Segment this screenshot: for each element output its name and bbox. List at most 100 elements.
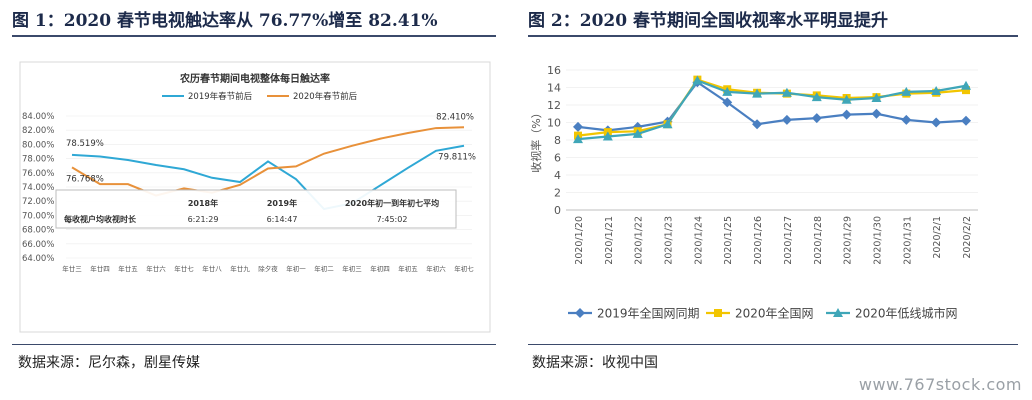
y-tick-label: 76.00% [22,169,54,179]
y-tick-label: 64.00% [22,254,54,264]
x-tick-label: 2020/1/25 [723,216,734,265]
x-tick-label: 2020/2/1 [932,216,943,259]
series-marker-diamond [871,108,882,119]
series-marker-triangle [662,119,673,129]
data-label: 76.768% [66,174,104,184]
y-tick-label: 8 [554,134,561,147]
series-marker-square [962,86,970,95]
data-label: 79.811% [438,153,476,163]
series-marker-triangle [833,308,843,317]
y-tick-label: 78.00% [22,155,54,165]
y-tick-label: 84.00% [22,112,54,122]
x-tick-label: 年廿三 [62,264,82,273]
x-tick-label: 年初六 [426,264,446,273]
series-line-0 [71,144,465,211]
y-tick-label: 82.00% [22,126,54,136]
x-tick-label: 年廿七 [174,264,194,273]
x-tick-label: 2020/1/30 [872,216,883,265]
y-tick-label: 10 [547,117,561,130]
x-tick-label: 年初三 [342,264,362,273]
y-tick-label: 4 [554,169,561,182]
figure-1-title: 图 1：2020 春节电视触达率从 76.77%增至 82.41% [12,11,438,31]
x-tick-label: 年初二 [314,264,334,273]
y-tick-label: 16 [547,64,561,77]
series-marker-triangle [871,93,882,102]
y-axis-label: 收视率（%） [529,107,543,172]
figure-2-top-rule [528,35,1018,37]
x-tick-label: 年廿六 [146,264,166,273]
table-col-header: 2020年初一到年初七平均 [345,198,439,208]
figure-1: 图 1：2020 春节电视触达率从 76.77%增至 82.41% 农历春节期间… [12,0,496,400]
y-tick-label: 6 [554,152,561,165]
figure-2: 图 2：2020 春节期间全国收视率水平明显提升 0 2 4 6 8 10 12 14 16 收视… [528,0,1018,400]
x-tick-label: 2020/1/29 [843,216,854,265]
series-marker-triangle [722,86,733,96]
figure-2-chart: 0 2 4 6 8 10 12 14 16 收视率（%） 2020/1/20 2020/1/21 202… [529,64,978,321]
series-marker-diamond [841,109,852,120]
series-marker-triangle [811,92,822,102]
figure-1-chart: 农历春节期间电视整体每日触达率 2019年春节前后 2020年春节前后 64.00% 6… [19,61,491,333]
series-marker-diamond [961,115,971,126]
legend-label-1: 2020年全国网 [735,306,814,321]
x-tick-label: 2020/1/31 [902,216,913,265]
x-tick-label: 年廿四 [90,264,110,273]
table-cell: 6:21:29 [188,215,219,224]
x-tick-label: 年廿九 [230,264,250,273]
y-tick-label: 14 [547,82,561,95]
y-tick-label: 68.00% [22,226,54,236]
y-tick-label: 80.00% [22,140,54,150]
series-marker-triangle [692,75,703,85]
chart-1-title: 农历春节期间电视整体每日触达率 [179,72,330,85]
y-tick-label: 66.00% [22,240,54,250]
table-col-header: 2019年 [267,198,297,208]
x-tick-label: 年初四 [370,264,390,273]
x-tick-label: 年初一 [286,264,306,273]
series-marker-triangle [841,94,852,104]
table-row-label: 每收视户均收视时长 [64,214,137,224]
x-tick-label: 2020/1/24 [693,216,704,265]
y-tick-label: 12 [547,99,561,112]
x-tick-label: 2020/1/22 [634,216,645,265]
figure-2-source: 数据来源：收视中国 [532,355,658,371]
x-tick-label: 2020/1/26 [753,216,764,265]
series-marker-diamond [811,113,822,124]
y-tick-label: 2 [554,187,561,200]
figure-1-top-rule [12,35,496,37]
series-marker-triangle [632,128,643,138]
series-marker-diamond [575,308,585,318]
legend-label-1: 2020年春节前后 [293,91,358,102]
x-tick-label: 2020/1/23 [664,216,675,265]
x-tick-label: 2020/1/28 [813,216,824,265]
data-label: 82.410% [436,112,474,122]
series-marker-diamond [752,119,763,130]
series-marker-diamond [931,117,942,128]
x-tick-label: 除夕夜 [258,264,278,273]
series-line-0 [577,80,967,132]
table-cell: 6:14:47 [267,215,298,224]
data-label: 78.519% [66,139,104,149]
figure-1-bottom-rule [12,344,496,345]
series-marker-triangle [961,80,971,90]
series-marker-triangle [602,131,613,141]
legend-label-0: 2019年春节前后 [188,91,253,102]
figure-2-title: 图 2：2020 春节期间全国收视率水平明显提升 [528,11,888,31]
series-marker-square [714,309,722,317]
x-tick-label: 年初五 [398,264,418,273]
series-marker-diamond [901,114,912,125]
series-marker-triangle [931,86,942,95]
x-tick-label: 2020/2/2 [962,216,973,259]
series-marker-diamond [722,97,733,108]
series-marker-triangle [781,87,792,97]
x-tick-label: 2020/1/21 [604,216,615,265]
series-marker-diamond [573,121,583,132]
x-tick-label: 年初七 [454,264,474,273]
watermark: www.767stock.com [858,375,1022,394]
series-marker-diamond [781,114,792,125]
series-line-2 [577,79,967,141]
series-marker-triangle [752,88,763,98]
x-tick-label: 年廿八 [202,264,222,273]
legend-label-2: 2020年低线城市网 [855,306,958,321]
figure-2-bottom-rule [528,344,1018,345]
table-col-header: 2018年 [188,198,218,208]
series-marker-triangle [573,134,583,144]
